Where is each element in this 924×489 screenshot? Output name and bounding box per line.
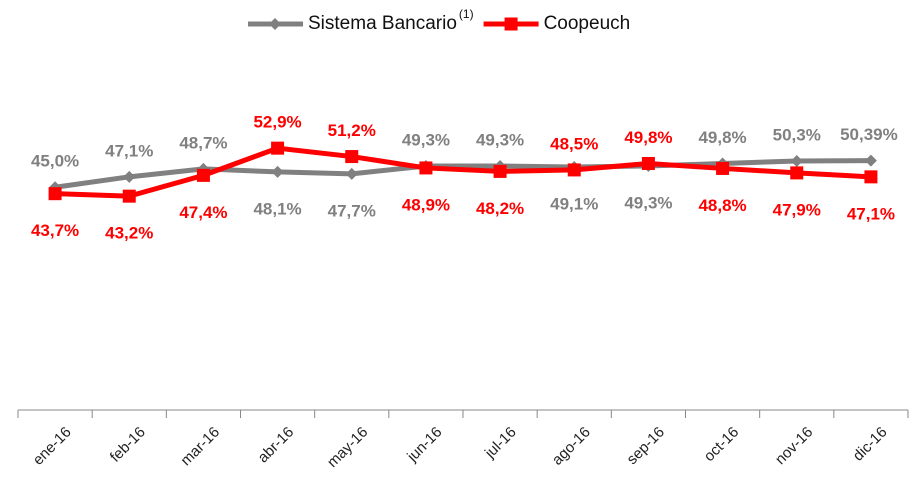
data-label: 51,2% bbox=[328, 121, 376, 140]
data-label: 48,2% bbox=[476, 199, 524, 218]
x-tick-label: oct-16 bbox=[701, 424, 743, 466]
x-tick-label: jul-16 bbox=[481, 424, 520, 463]
data-label: 43,2% bbox=[105, 224, 153, 243]
point bbox=[48, 187, 62, 201]
data-label: 49,8% bbox=[698, 128, 746, 147]
point bbox=[790, 155, 803, 168]
legend-label: Sistema Bancario bbox=[308, 13, 457, 34]
data-label: 47,1% bbox=[105, 141, 153, 160]
data-label: 52,9% bbox=[253, 113, 301, 132]
data-label: 50,3% bbox=[773, 125, 821, 144]
point bbox=[419, 161, 433, 175]
point bbox=[864, 154, 877, 167]
x-tick-label: may-16 bbox=[324, 424, 371, 471]
legend-note: (1) bbox=[459, 7, 474, 21]
series-line bbox=[54, 158, 871, 190]
data-label: 47,1% bbox=[847, 204, 895, 223]
point bbox=[493, 164, 507, 178]
x-tick-label: abr-16 bbox=[255, 424, 298, 467]
data-label: 47,4% bbox=[179, 203, 227, 222]
data-label: 47,7% bbox=[328, 201, 376, 220]
point bbox=[567, 163, 581, 177]
data-label: 47,9% bbox=[773, 200, 821, 219]
point bbox=[271, 141, 285, 155]
data-label: 48,9% bbox=[402, 195, 450, 214]
data-label: 48,5% bbox=[550, 134, 598, 153]
data-label: 49,3% bbox=[624, 193, 672, 212]
point bbox=[271, 165, 284, 178]
legend-marker bbox=[504, 17, 518, 31]
point bbox=[345, 150, 359, 164]
point bbox=[641, 156, 655, 170]
x-tick-label: dic-16 bbox=[850, 424, 891, 465]
point bbox=[864, 170, 878, 184]
data-label: 49,8% bbox=[624, 128, 672, 147]
point bbox=[345, 167, 358, 180]
data-label: 43,7% bbox=[31, 221, 79, 240]
x-tick-label: nov-16 bbox=[772, 424, 816, 468]
data-label: 49,1% bbox=[550, 194, 598, 213]
data-label: 45,0% bbox=[31, 152, 79, 171]
data-label: 50,39% bbox=[840, 125, 898, 144]
data-label: 48,7% bbox=[179, 133, 227, 152]
data-label: 48,8% bbox=[698, 196, 746, 215]
point bbox=[123, 170, 136, 183]
legend-label: Coopeuch bbox=[544, 13, 631, 34]
point bbox=[122, 189, 136, 203]
data-label: 48,1% bbox=[253, 199, 301, 218]
x-tick-label: jun-16 bbox=[403, 424, 445, 466]
point bbox=[790, 166, 804, 180]
point bbox=[716, 161, 730, 175]
legend-marker bbox=[269, 18, 281, 30]
x-tick-label: feb-16 bbox=[107, 424, 149, 466]
data-label: 49,3% bbox=[476, 130, 524, 149]
data-label: 49,3% bbox=[402, 130, 450, 149]
x-tick-label: ene-16 bbox=[30, 424, 75, 469]
x-tick-label: ago-16 bbox=[549, 424, 594, 469]
point bbox=[196, 168, 210, 182]
series-line bbox=[54, 145, 872, 199]
x-tick-label: mar-16 bbox=[177, 424, 223, 470]
x-tick-label: sep-16 bbox=[624, 424, 668, 468]
